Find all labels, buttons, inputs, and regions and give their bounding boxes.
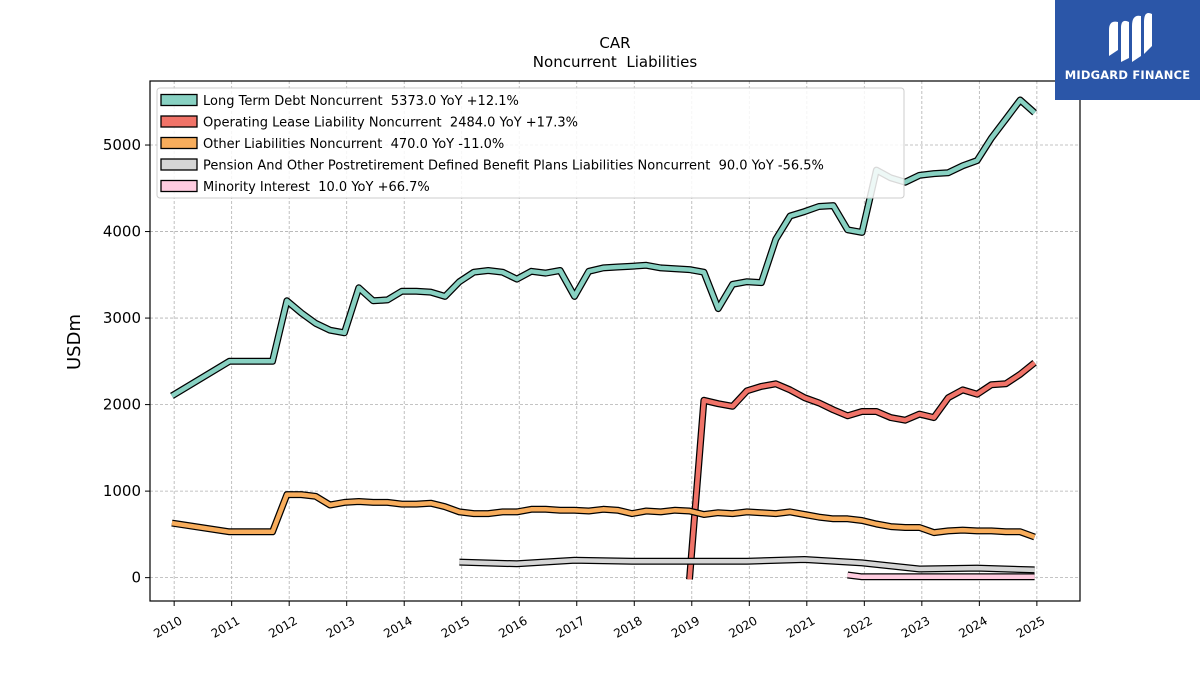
midgard-logo-icon	[1109, 13, 1152, 62]
x-tick-label: 2010	[151, 613, 184, 640]
y-axis-label: USDm	[64, 314, 85, 370]
x-tick-label: 2025	[1014, 613, 1047, 640]
legend-box	[156, 87, 905, 199]
y-tick-label: 3000	[103, 309, 141, 327]
legend-swatch	[160, 115, 198, 128]
series-line-other-liabilities-noncurrent	[171, 492, 1036, 540]
legend-label: Long Term Debt Noncurrent 5373.0 YoY +12…	[203, 94, 519, 109]
x-tick-label: 2017	[554, 613, 587, 640]
x-tick-label: 2019	[669, 613, 702, 640]
legend-label: Other Liabilities Noncurrent 470.0 YoY -…	[203, 137, 504, 152]
x-tick-label: 2015	[439, 613, 472, 640]
x-tick-label: 2024	[956, 613, 989, 640]
legend-label: Operating Lease Liability Noncurrent 248…	[203, 116, 578, 131]
x-tick-label: 2014	[381, 613, 414, 640]
y-tick-label: 1000	[103, 482, 141, 500]
legend-swatch	[160, 93, 198, 107]
x-tick-label: 2018	[611, 613, 644, 640]
y-tick-label: 2000	[103, 396, 141, 414]
series-line-operating-lease-liability-noncurrent	[687, 360, 1037, 580]
series-outline-other-liabilities-noncurrent	[171, 491, 1036, 541]
x-tick-label: 2023	[899, 613, 932, 640]
x-tick-label: 2020	[726, 613, 759, 640]
series-line-pension-and-other-postretirement-defined-benefit-plans-liabilities-noncurrent	[459, 557, 1035, 573]
legend-label: Minority Interest 10.0 YoY +66.7%	[203, 180, 430, 195]
y-tick-label: 0	[131, 569, 141, 587]
x-tick-label: 2021	[784, 613, 817, 640]
chart-subtitle: Noncurrent Liabilities	[533, 53, 698, 71]
plot-frame	[149, 80, 1081, 602]
series-line-minority-interest	[847, 572, 1035, 580]
legend-label: Pension And Other Postretirement Defined…	[203, 159, 824, 174]
x-tick-label: 2022	[841, 613, 874, 640]
x-tick-label: 2012	[266, 613, 299, 640]
legend: Long Term Debt Noncurrent 5373.0 YoY +12…	[156, 87, 905, 199]
y-tick-label: 4000	[103, 223, 141, 241]
chart-title: CAR	[599, 34, 630, 52]
y-tick-label: 5000	[103, 136, 141, 154]
legend-swatch	[160, 136, 198, 150]
brand-logo: MIDGARD FINANCE	[1055, 0, 1200, 100]
x-tick-label: 2013	[324, 613, 357, 640]
legend-swatch	[160, 179, 198, 193]
x-tick-label: 2016	[496, 613, 529, 640]
x-tick-label: 2011	[209, 613, 242, 640]
legend-swatch	[160, 158, 198, 171]
brand-name: MIDGARD FINANCE	[1064, 68, 1191, 82]
